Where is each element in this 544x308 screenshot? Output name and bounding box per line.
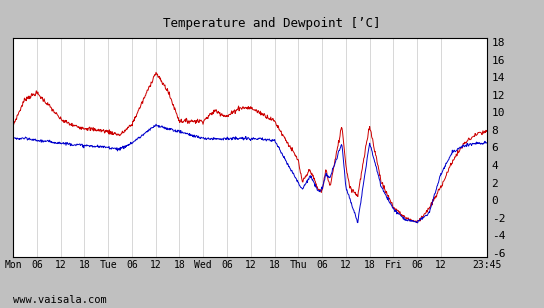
Text: Temperature and Dewpoint [’C]: Temperature and Dewpoint [’C]: [163, 17, 381, 30]
Text: www.vaisala.com: www.vaisala.com: [13, 295, 107, 305]
